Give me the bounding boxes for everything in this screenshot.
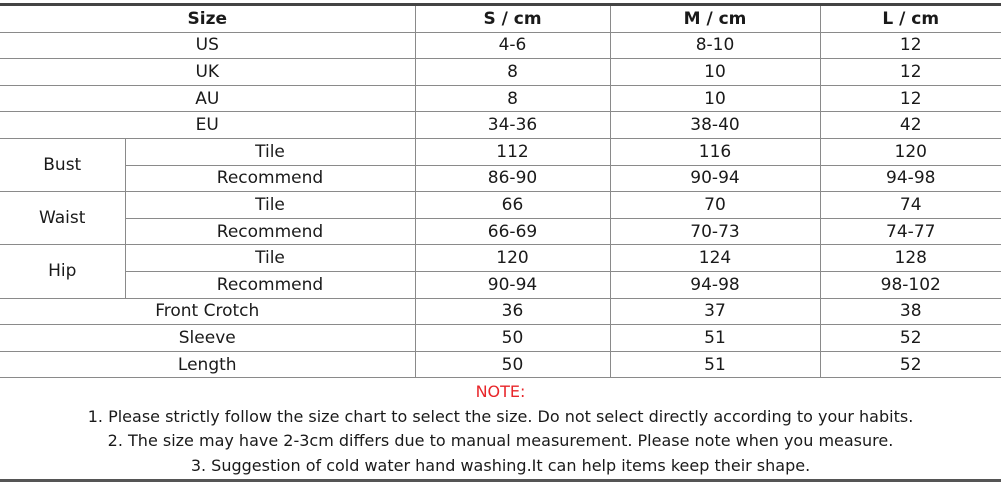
row-value: 37	[609, 297, 821, 326]
row-value: 90-94	[414, 270, 611, 299]
row-value: 124	[609, 244, 821, 272]
row-value: 51	[609, 324, 821, 352]
row-sublabel: Tile	[124, 137, 416, 166]
row-value: 38-40	[609, 111, 821, 139]
table-row: US 4-6 8-10 12	[0, 31, 1001, 60]
row-value: 50	[414, 324, 611, 352]
row-value: 42	[819, 111, 1001, 139]
row-value: 52	[819, 324, 1001, 352]
note-line: 2. The size may have 2-3cm differs due t…	[107, 431, 894, 451]
table-row: Front Crotch 36 37 38	[0, 297, 1001, 326]
row-value: 112	[414, 137, 611, 166]
row-sublabel: Recommend	[125, 164, 416, 193]
table-row: EU 34-36 38-40 42	[0, 111, 1001, 139]
row-value: 128	[819, 244, 1001, 272]
note-line: 3. Suggestion of cold water hand washing…	[190, 455, 811, 475]
row-value: 74-77	[819, 217, 1001, 246]
row-label: Front Crotch	[0, 297, 416, 326]
group-label: Waist	[0, 191, 126, 246]
header-size-label: Size	[0, 4, 416, 33]
row-value: 51	[609, 350, 821, 379]
row-value: 8	[414, 84, 611, 113]
table-row: Recommend 66-69 70-73 74-77	[0, 217, 1001, 246]
row-value: 66	[414, 191, 611, 219]
row-value: 38	[819, 297, 1001, 326]
table-row: Recommend 90-94 94-98 98-102	[0, 270, 1001, 299]
table-row: AU 8 10 12	[0, 84, 1001, 113]
row-value: 66-69	[414, 217, 611, 246]
row-value: 36	[414, 297, 611, 326]
row-value: 34-36	[414, 111, 611, 139]
note-line: 1. Please strictly follow the size chart…	[87, 406, 914, 426]
row-label: Sleeve	[0, 324, 416, 352]
row-value: 10	[609, 58, 821, 86]
row-value: 10	[609, 84, 821, 113]
table-row: Bust Tile 112 116 120	[0, 137, 1001, 193]
row-label: UK	[0, 58, 416, 86]
row-value: 120	[414, 244, 611, 272]
row-value: 94-98	[819, 164, 1001, 193]
row-value: 90-94	[609, 164, 821, 193]
header-size-1: M / cm	[609, 4, 821, 33]
notes-section: NOTE: 1. Please strictly follow the size…	[0, 378, 1001, 483]
note-title: NOTE:	[475, 382, 526, 402]
size-chart: Size S / cm M / cm L / cm US 4-6 8-10 12 UK 8 10 12…	[0, 3, 1001, 483]
header-size-0: S / cm	[414, 4, 611, 33]
header-size-2: L / cm	[819, 4, 1001, 33]
row-label: AU	[0, 84, 416, 113]
row-sublabel: Recommend	[125, 270, 416, 299]
row-value: 12	[819, 31, 1001, 60]
row-value: 8-10	[609, 31, 821, 60]
table-row: Sleeve 50 51 52	[0, 324, 1001, 352]
row-value: 74	[819, 191, 1001, 219]
group-label: Bust	[0, 137, 126, 193]
table-row: Waist Tile 66 70 74	[0, 191, 1001, 246]
row-sublabel: Tile	[124, 244, 416, 272]
row-value: 50	[414, 350, 611, 379]
row-label: US	[0, 31, 416, 60]
row-value: 12	[819, 84, 1001, 113]
header-row: Size S / cm M / cm L / cm	[0, 4, 1001, 33]
row-value: 70-73	[609, 217, 821, 246]
row-value: 4-6	[414, 31, 611, 60]
row-value: 12	[819, 58, 1001, 86]
row-value: 52	[819, 350, 1001, 379]
row-value: 120	[819, 137, 1001, 166]
table-row: Length 50 51 52	[0, 350, 1001, 379]
row-label: Length	[0, 350, 416, 379]
table-row: UK 8 10 12	[0, 58, 1001, 86]
row-value: 86-90	[414, 164, 611, 193]
row-sublabel: Tile	[124, 191, 416, 219]
table-row: Hip Tile 120 124 128	[0, 244, 1001, 299]
row-value: 116	[609, 137, 821, 166]
row-label: EU	[0, 111, 416, 139]
row-value: 8	[414, 58, 611, 86]
table-row: Recommend 86-90 90-94 94-98	[0, 164, 1001, 193]
row-value: 98-102	[819, 270, 1001, 299]
group-label: Hip	[0, 244, 126, 299]
size-table: Size S / cm M / cm L / cm US 4-6 8-10 12 UK 8 10 12…	[0, 3, 1001, 379]
row-sublabel: Recommend	[125, 217, 416, 246]
row-value: 70	[609, 191, 821, 219]
row-value: 94-98	[609, 270, 821, 299]
